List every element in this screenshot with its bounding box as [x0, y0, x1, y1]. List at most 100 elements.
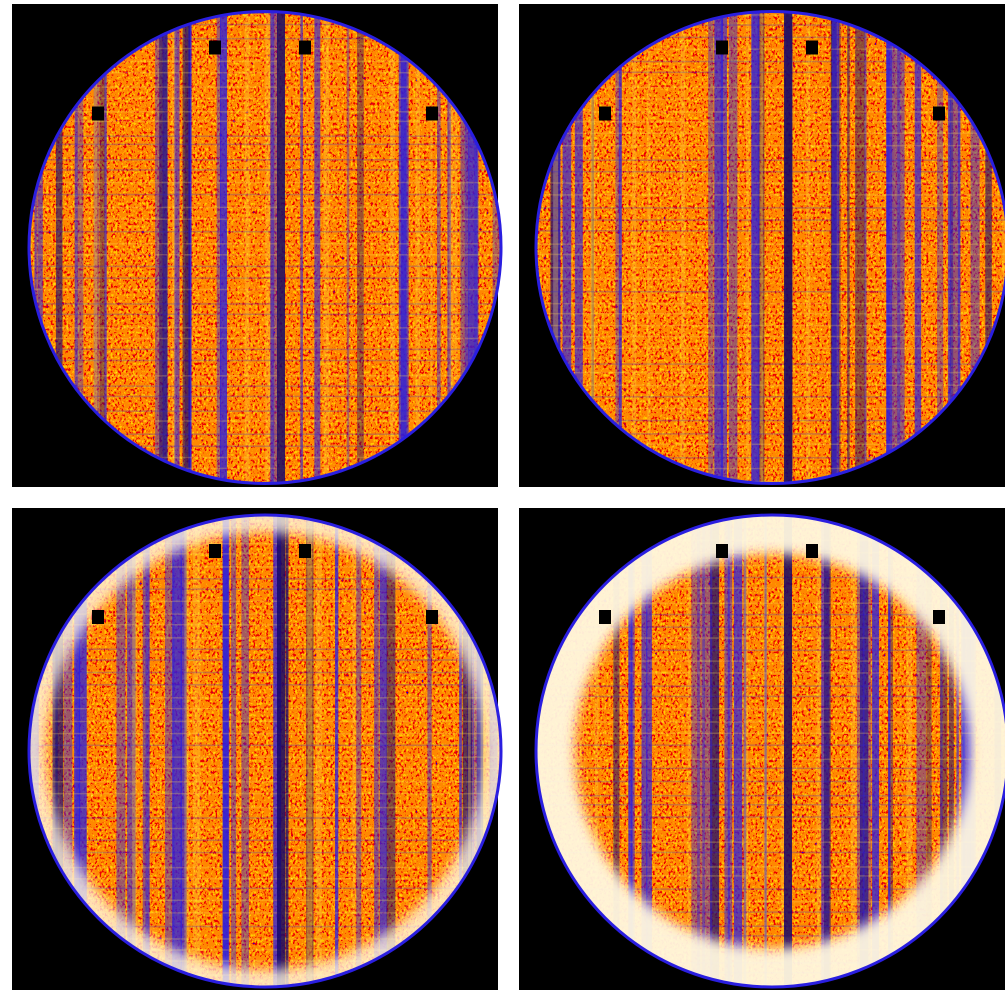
- column-stripe: [832, 12, 839, 484]
- row-stripe: [29, 207, 501, 209]
- column-stripe: [824, 515, 831, 987]
- row-stripe: [29, 659, 501, 661]
- detector-panel: [519, 4, 1005, 487]
- row-stripe: [29, 781, 501, 783]
- detector-disk: [536, 12, 1005, 484]
- row-stripe: [29, 385, 501, 387]
- bright-stripe: [324, 12, 330, 484]
- column-stripe: [300, 12, 303, 484]
- row-stripe: [29, 637, 501, 639]
- column-stripe: [105, 12, 107, 484]
- row-stripe: [536, 852, 1005, 854]
- mask-square: [209, 544, 221, 558]
- row-stripe: [29, 828, 501, 830]
- bright-stripe: [245, 12, 250, 484]
- column-stripe: [847, 12, 849, 484]
- row-stripe: [29, 807, 501, 809]
- row-stripe: [536, 721, 1005, 723]
- row-stripe: [536, 768, 1005, 770]
- row-stripe: [29, 396, 501, 398]
- row-stripe: [29, 194, 501, 196]
- column-stripe: [401, 12, 409, 484]
- bright-stripe: [416, 12, 421, 484]
- row-stripe: [536, 829, 1005, 831]
- row-stripe: [29, 182, 501, 184]
- bright-stripe: [806, 12, 810, 484]
- row-stripe: [29, 121, 501, 123]
- row-stripe: [536, 159, 1005, 161]
- row-stripe: [29, 98, 501, 100]
- row-stripe: [536, 133, 1005, 135]
- row-stripe: [536, 650, 1005, 652]
- column-stripe: [855, 12, 864, 484]
- detector-panel: [519, 508, 1005, 990]
- column-stripe: [915, 12, 921, 484]
- row-stripe: [29, 839, 501, 841]
- mask-square: [299, 41, 311, 55]
- bright-stripe: [193, 515, 199, 987]
- mask-square: [599, 107, 611, 121]
- column-stripe: [223, 515, 229, 987]
- column-stripe: [729, 12, 738, 484]
- row-stripe: [536, 313, 1005, 315]
- row-stripe: [29, 793, 501, 795]
- row-stripe: [536, 708, 1005, 710]
- column-stripe: [751, 12, 759, 484]
- column-stripe: [380, 515, 387, 987]
- bright-stripe: [647, 12, 650, 484]
- row-stripe: [29, 745, 501, 747]
- column-stripe: [864, 12, 866, 484]
- column-stripe: [356, 515, 361, 987]
- row-stripe: [29, 708, 501, 710]
- column-stripe: [143, 515, 150, 987]
- row-stripe: [29, 852, 501, 854]
- row-stripe: [29, 721, 501, 723]
- mask-square: [92, 107, 104, 121]
- row-stripe: [536, 372, 1005, 374]
- dark-column: [784, 12, 792, 484]
- bright-stripe: [184, 515, 188, 987]
- row-stripe: [536, 672, 1005, 674]
- bright-stripe: [316, 515, 322, 987]
- detector-disk: [536, 515, 1005, 987]
- column-stripe: [886, 12, 895, 484]
- column-stripe: [165, 515, 174, 987]
- row-stripe: [536, 207, 1005, 209]
- row-stripe: [29, 303, 501, 305]
- column-stripe: [374, 515, 379, 987]
- row-stripe: [29, 817, 501, 819]
- bright-stripe: [744, 515, 748, 987]
- row-stripe: [29, 231, 501, 233]
- row-stripe: [536, 804, 1005, 806]
- row-stripe: [29, 410, 501, 412]
- row-stripe: [536, 348, 1005, 350]
- row-stripe: [29, 733, 501, 735]
- row-stripe: [536, 291, 1005, 293]
- row-stripe: [29, 266, 501, 268]
- row-stripe: [536, 219, 1005, 221]
- mask-square: [933, 107, 945, 121]
- detector-disk: [29, 515, 501, 988]
- row-stripe: [536, 744, 1005, 746]
- row-stripe: [536, 87, 1005, 89]
- row-stripe: [536, 363, 1005, 365]
- column-stripe: [702, 515, 712, 987]
- row-stripe: [536, 243, 1005, 245]
- detector-panel: [12, 4, 504, 487]
- column-stripe: [386, 515, 395, 987]
- column-stripe: [159, 12, 167, 484]
- row-stripe: [536, 194, 1005, 196]
- column-stripe: [335, 515, 338, 987]
- row-stripe: [29, 756, 501, 758]
- row-stripe: [536, 408, 1005, 410]
- bright-stripe: [746, 12, 749, 484]
- row-stripe: [536, 278, 1005, 280]
- bright-stripe: [352, 515, 355, 987]
- column-stripe: [724, 515, 732, 987]
- row-stripe: [29, 243, 501, 245]
- bright-stripe: [688, 515, 691, 987]
- column-stripe: [897, 12, 900, 484]
- bright-stripe: [764, 515, 767, 987]
